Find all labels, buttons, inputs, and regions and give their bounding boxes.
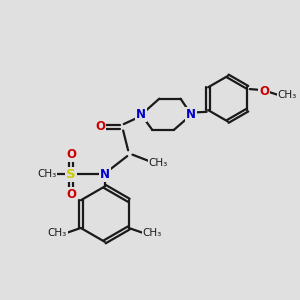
Text: CH₃: CH₃ xyxy=(142,228,162,238)
Text: O: O xyxy=(66,148,76,161)
Text: O: O xyxy=(95,121,105,134)
Text: N: N xyxy=(136,108,146,121)
Text: CH₃: CH₃ xyxy=(149,158,168,168)
Text: CH₃: CH₃ xyxy=(37,169,56,179)
Text: O: O xyxy=(66,188,76,200)
Text: N: N xyxy=(186,108,196,121)
Text: N: N xyxy=(100,168,110,181)
Text: O: O xyxy=(260,85,269,98)
Text: CH₃: CH₃ xyxy=(277,90,296,100)
Text: N: N xyxy=(136,108,146,121)
Text: CH₃: CH₃ xyxy=(48,228,67,238)
Text: S: S xyxy=(67,168,76,181)
